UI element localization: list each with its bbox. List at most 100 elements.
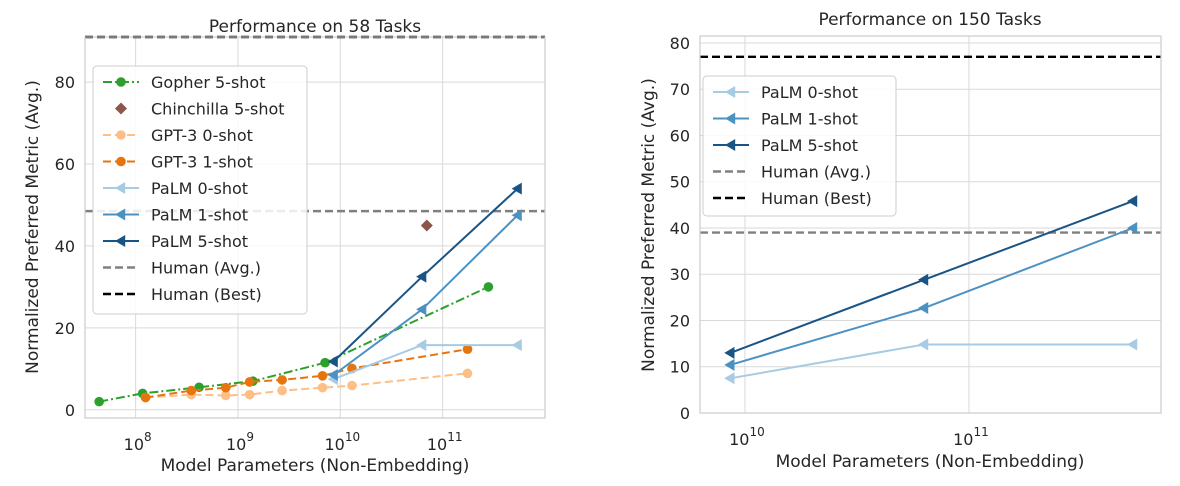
legend-label: Human (Avg.) [151,259,261,278]
legend-entry-human-best: Human (Best) [713,189,872,208]
legend-marker [725,139,736,151]
legend-entry-gopher-5-shot: Gopher 5-shot [103,73,265,92]
legend-label: Gopher 5-shot [151,73,265,92]
legend-label: Human (Best) [761,189,872,208]
x-axis-label: Model Parameters (Non-Embedding) [161,456,470,476]
point-palm-5-shot [1127,195,1138,208]
legend-marker [725,86,736,98]
point-gpt-3-1-shot [140,392,151,403]
point-palm-1-shot [724,358,735,371]
x-tick-label: 1011 [953,425,989,449]
legend-entry-palm-1-shot: PaLM 1-shot [713,110,858,129]
series-line-gpt-3-1-shot [145,348,468,399]
y-tick-label: 80 [670,34,690,53]
legend-entry-palm-5-shot: PaLM 5-shot [103,232,248,251]
legend-label: PaLM 0-shot [761,83,858,102]
point-palm-5-shot [327,355,338,368]
series-group [724,195,1138,385]
legend-label: PaLM 1-shot [151,206,248,225]
x-tick-label: 1010 [729,425,765,449]
point-palm-0-shot [416,339,427,352]
legend-marker [116,156,126,167]
y-tick-label: 10 [670,358,690,377]
y-tick-label: 60 [670,126,690,145]
legend-entry-human-avg: Human (Avg.) [103,259,261,278]
y-tick-label: 0 [65,401,75,420]
x-axis-label: Model Parameters (Non-Embedding) [776,452,1085,472]
legend-entry-gpt-3-0-shot: GPT-3 0-shot [103,126,253,145]
legend: Gopher 5-shot Chinchilla 5-shot GPT-3 0-sh… [92,65,308,315]
point-gpt-3-0-shot [347,380,357,391]
point-palm-5-shot [416,270,427,283]
series-line-gopher-5-shot [99,285,489,403]
x-tick-label: 1010 [325,430,361,454]
y-tick-label: 80 [55,73,75,92]
legend-label: PaLM 5-shot [761,136,858,155]
legend-marker [116,77,126,87]
legend-entry-human-best: Human (Best) [103,285,262,304]
point-gpt-3-1-shot [277,375,287,385]
legend-label: GPT-3 1-shot [151,153,253,172]
y-tick-label: 20 [55,319,75,338]
point-gopher-5-shot [320,357,330,368]
point-gpt-3-0-shot [220,390,231,401]
point-palm-5-shot [724,346,735,359]
point-gopher-5-shot [94,396,104,407]
legend-label: GPT-3 0-shot [151,126,253,145]
point-gpt-3-0-shot [317,382,328,393]
point-palm-1-shot [416,303,427,316]
point-palm-5-shot [918,273,929,286]
y-tick-label: 70 [670,80,690,99]
x-tick-label: 1011 [427,430,463,454]
chart-2: 0 10 20 30 40 50 60 70 80 1010 1011 Performance on … [639,10,1162,472]
point-palm-5-shot [511,182,522,195]
point-palm-1-shot [327,368,338,381]
chart-title: Performance on 150 Tasks [818,10,1041,30]
point-gpt-3-1-shot [462,344,473,354]
series-group [94,182,522,407]
legend-marker [116,130,126,140]
series-line-gpt-3-0-shot [145,372,468,399]
legend-box [92,65,308,315]
chart-title: Performance on 58 Tasks [209,17,421,37]
plot-frame [84,36,546,419]
legend-label: Human (Best) [151,285,262,304]
legend-box [702,75,897,217]
legend-label: PaLM 1-shot [761,110,858,129]
y-tick-label: 30 [670,265,690,284]
legend-entry-palm-1-shot: PaLM 1-shot [103,206,248,225]
legend-label: Human (Avg.) [761,163,871,182]
point-gpt-3-0-shot [244,389,255,400]
legend-label: PaLM 5-shot [151,232,248,251]
y-tick-label: 60 [55,155,75,174]
x-tick-label: 108 [124,430,152,454]
point-palm-1-shot [1127,221,1138,234]
point-palm-1-shot [918,301,929,314]
point-palm-1-shot [511,209,522,222]
legend-entry-chinchilla-5-shot: Chinchilla 5-shot [115,100,285,119]
legend-entry-palm-5-shot: PaLM 5-shot [713,136,858,155]
legend-marker [115,208,126,221]
y-tick-label: 20 [670,311,690,330]
legend-marker [115,235,126,247]
legend-entry-palm-0-shot: PaLM 0-shot [103,179,248,198]
point-gopher-5-shot [483,282,494,292]
point-palm-0-shot [1127,338,1138,351]
point-chinchilla-5-shot [420,219,433,232]
point-gpt-3-1-shot [220,382,231,393]
y-axis-label: Normalized Preferred Metric (Avg.) [23,80,43,374]
legend-marker [115,102,127,115]
legend-entry-human-avg: Human (Avg.) [713,163,871,182]
legend: PaLM 0-shot PaLM 1-shot PaLM 5-shot Human (… [702,75,897,217]
point-gpt-3-0-shot [277,385,287,396]
y-tick-label: 40 [55,237,75,256]
legend-entry-gpt-3-1-shot: GPT-3 1-shot [103,153,253,172]
point-gpt-3-1-shot [186,385,197,396]
point-palm-0-shot [511,339,522,352]
plot-frame [699,35,1162,414]
y-axis-label: Normalized Preferred Metric (Avg.) [639,78,659,372]
point-gpt-3-1-shot [244,377,255,387]
legend-entry-palm-0-shot: PaLM 0-shot [713,83,858,102]
point-palm-0-shot [918,338,929,351]
